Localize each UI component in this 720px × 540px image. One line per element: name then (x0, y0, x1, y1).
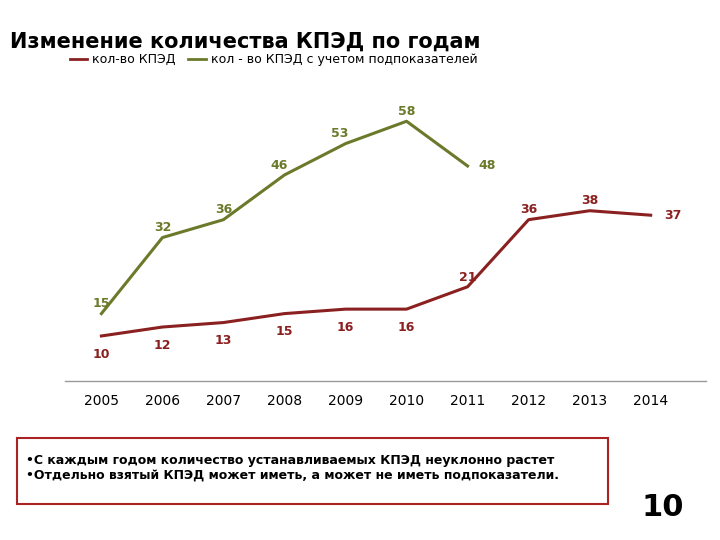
Text: 16: 16 (337, 321, 354, 334)
Text: Изменение количества КПЭД по годам: Изменение количества КПЭД по годам (10, 32, 480, 52)
Text: 21: 21 (459, 271, 477, 284)
Text: 32: 32 (154, 221, 171, 234)
Text: 15: 15 (93, 298, 110, 310)
Text: 10: 10 (641, 493, 684, 522)
Text: 38: 38 (581, 194, 598, 207)
Text: 36: 36 (520, 204, 537, 217)
Text: 48: 48 (479, 159, 496, 172)
Text: 15: 15 (276, 325, 293, 338)
Text: 16: 16 (398, 321, 415, 334)
Text: 10: 10 (93, 348, 110, 361)
Text: 46: 46 (270, 159, 287, 172)
Text: 58: 58 (398, 105, 415, 118)
Text: 12: 12 (153, 339, 171, 352)
Text: 53: 53 (331, 127, 348, 140)
Text: 13: 13 (215, 334, 232, 347)
Legend: кол-во КПЭД, кол - во КПЭД с учетом подпоказателей: кол-во КПЭД, кол - во КПЭД с учетом подп… (65, 48, 482, 71)
Text: 36: 36 (215, 204, 232, 217)
Text: 37: 37 (665, 208, 682, 222)
FancyBboxPatch shape (17, 438, 608, 504)
Text: •С каждым годом количество устанавливаемых КПЭД неуклонно растет
•Отдельно взяты: •С каждым годом количество устанавливаем… (27, 454, 559, 482)
